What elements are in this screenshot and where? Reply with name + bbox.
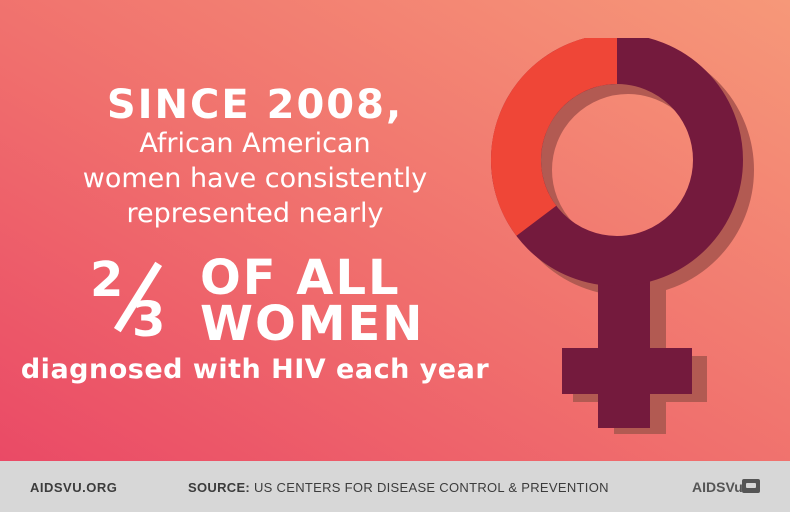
fraction-numerator: 2 <box>90 252 124 308</box>
headline-line-1: OF ALL <box>200 250 401 306</box>
aidsvu-logo-icon <box>742 479 760 493</box>
source-text: US CENTERS FOR DISEASE CONTROL & PREVENT… <box>253 480 609 495</box>
ring-highlight-arc <box>491 38 618 236</box>
female-symbol <box>491 38 743 428</box>
source-label: SOURCE: <box>188 480 251 495</box>
footer-bar: AIDSVU.ORG SOURCE: US CENTERS FOR DISEAS… <box>0 461 790 512</box>
source-credit: SOURCE: US CENTERS FOR DISEASE CONTROL &… <box>188 480 609 495</box>
main-panel: SINCE 2008, African American women have … <box>0 0 790 461</box>
fraction-denominator: 3 <box>132 292 166 348</box>
site-link[interactable]: AIDSVU.ORG <box>30 480 118 495</box>
aidsvu-logo: AIDSVu <box>692 479 743 495</box>
since-heading: SINCE 2008, <box>106 82 404 128</box>
body-line-3: represented nearly <box>126 198 384 229</box>
diagnosed-text: diagnosed with HIV each year <box>20 354 490 385</box>
headline-line-2: WOMEN <box>200 296 425 352</box>
body-line-1: African American <box>139 128 371 159</box>
female-symbol-icon <box>491 38 754 434</box>
fraction-two-thirds: 2 3 <box>86 252 196 348</box>
body-line-2: women have consistently <box>82 163 428 194</box>
